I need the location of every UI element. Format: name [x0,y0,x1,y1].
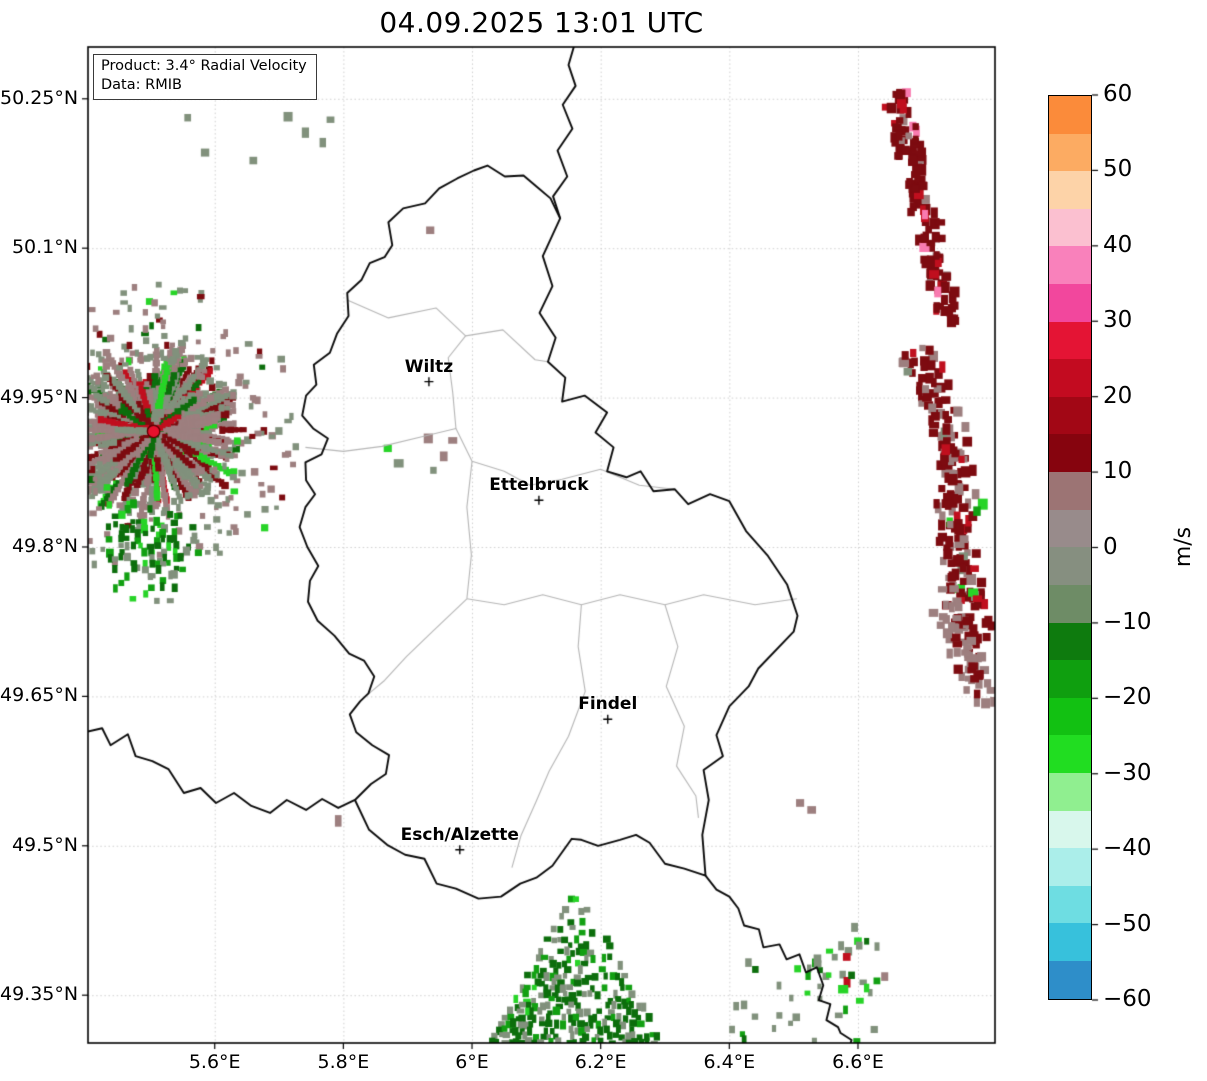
colorbar-band [1049,208,1091,247]
x-tick-label: 6.4°E [703,1051,756,1073]
colorbar-band [1049,246,1091,285]
colorbar-tick-label: 50 [1103,156,1133,183]
colorbar-band [1049,284,1091,322]
colorbar-tick-label: 20 [1103,382,1133,409]
colorbar-band [1049,547,1091,585]
colorbar-band [1049,359,1091,397]
city-label: Wiltz [404,356,454,377]
y-tick-label: 49.5°N [11,833,78,856]
figure-title: 04.09.2025 13:01 UTC [379,6,704,39]
city-label: Esch/Alzette [400,824,519,845]
colorbar-band [1049,735,1091,773]
colorbar-band [1049,434,1091,473]
colorbar-band [1049,810,1091,849]
colorbar-band [1049,171,1091,209]
colorbar-unit-label: m/s [1171,526,1196,568]
x-tick-label: 6.2°E [574,1051,627,1073]
city-label: Ettelbruck [489,475,589,496]
colorbar-tick-label: −60 [1103,986,1152,1012]
x-tick-label: 5.8°E [317,1051,370,1073]
city-label: Findel [578,694,638,715]
colorbar-band [1049,697,1091,736]
colorbar-band [1049,509,1091,548]
colorbar-tick-label: −10 [1103,608,1152,635]
x-tick-label: 6°E [455,1051,489,1073]
product-info-box: Product: 3.4° Radial Velocity Data: RMIB [93,54,317,101]
y-tick-label: 50.25°N [0,86,79,109]
colorbar-tick-label: −20 [1103,684,1152,711]
x-tick-label: 6.6°E [832,1051,884,1073]
colorbar-band [1049,848,1091,886]
colorbar-band [1049,961,1091,999]
colorbar-tick-label: −30 [1103,759,1152,786]
y-tick-label: 50.1°N [11,236,78,259]
colorbar-band [1049,923,1091,962]
colorbar-band [1049,584,1091,623]
colorbar-band [1049,321,1091,360]
colorbar-band [1049,772,1091,811]
y-tick-label: 49.8°N [11,534,78,557]
colorbar-tick-label: −50 [1103,910,1152,937]
y-tick-label: 49.35°N [0,983,79,1006]
colorbar-band [1049,396,1091,435]
colorbar-tick-label: 30 [1103,307,1133,334]
data-source-label: Data: RMIB [101,77,182,94]
colorbar-tick-label: −40 [1103,835,1152,862]
colorbar [1048,95,1092,1000]
colorbar-tick-label: 10 [1103,458,1133,485]
colorbar-band [1049,133,1091,172]
colorbar-tick-label: 60 [1103,81,1133,107]
product-label: Product: 3.4° Radial Velocity [101,58,307,74]
y-tick-label: 49.65°N [0,684,79,707]
colorbar-band [1049,622,1091,661]
colorbar-tick-label: 40 [1103,231,1133,258]
colorbar-band [1049,96,1091,134]
x-tick-label: 5.6°E [188,1051,241,1073]
y-tick-label: 49.95°N [0,385,79,408]
colorbar-band [1049,472,1091,510]
colorbar-tick-label: 0 [1103,533,1118,560]
colorbar-band [1049,660,1091,698]
colorbar-band [1049,885,1091,924]
